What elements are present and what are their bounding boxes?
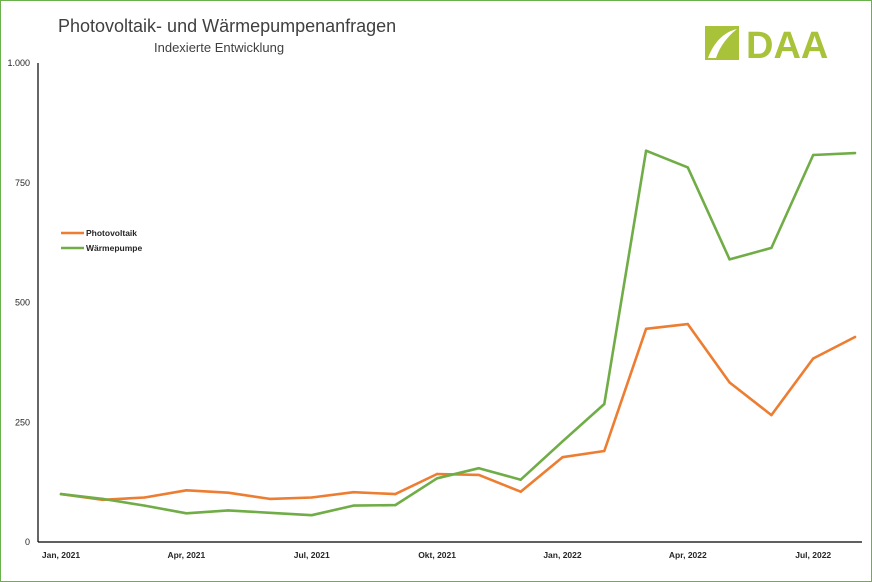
data-point-photovoltaik bbox=[812, 357, 815, 360]
daa-logo: DAA bbox=[705, 25, 828, 66]
data-point-photovoltaik bbox=[853, 335, 857, 339]
x-tick-label: Jul, 2022 bbox=[795, 550, 831, 560]
data-point-w-rmepumpe bbox=[519, 478, 522, 481]
data-point-w-rmepumpe bbox=[728, 258, 731, 261]
data-point-photovoltaik bbox=[728, 381, 731, 384]
data-point-w-rmepumpe bbox=[686, 166, 690, 169]
x-tick-label: Jul, 2021 bbox=[294, 550, 330, 560]
data-point-photovoltaik bbox=[226, 491, 230, 494]
data-point-w-rmepumpe bbox=[268, 511, 272, 514]
data-point-w-rmepumpe bbox=[394, 503, 397, 507]
data-point-photovoltaik bbox=[603, 449, 606, 453]
y-tick-label: 250 bbox=[15, 417, 30, 427]
y-tick-label: 500 bbox=[15, 298, 30, 308]
data-point-photovoltaik bbox=[185, 489, 188, 492]
data-point-photovoltaik bbox=[143, 496, 146, 499]
logo-text: DAA bbox=[746, 25, 828, 66]
chart-axes bbox=[37, 63, 862, 543]
data-point-w-rmepumpe bbox=[101, 497, 104, 501]
data-point-photovoltaik bbox=[561, 456, 564, 459]
x-tick-label: Jan, 2022 bbox=[543, 550, 582, 560]
data-point-photovoltaik bbox=[268, 497, 272, 501]
data-point-photovoltaik bbox=[352, 490, 355, 494]
series-line-w-rmepumpe bbox=[59, 149, 857, 517]
y-axis-ticks: 0 250 500 750 1.000 bbox=[7, 58, 30, 547]
legend: Photovoltaik Wärmepumpe bbox=[61, 228, 142, 253]
x-tick-label: Apr, 2022 bbox=[669, 550, 707, 560]
y-tick-label: 1.000 bbox=[7, 58, 30, 68]
data-point-w-rmepumpe bbox=[226, 509, 230, 512]
data-point-w-rmepumpe bbox=[812, 153, 815, 157]
y-tick-label: 0 bbox=[25, 537, 30, 547]
data-point-w-rmepumpe bbox=[770, 246, 773, 250]
y-tick-label: 750 bbox=[15, 178, 30, 188]
data-point-w-rmepumpe bbox=[352, 504, 355, 507]
data-point-photovoltaik bbox=[519, 490, 522, 493]
legend-label-w-rmepumpe: Wärmepumpe bbox=[86, 243, 142, 253]
data-point-photovoltaik bbox=[394, 492, 397, 496]
x-axis-ticks: Jan, 2021 Apr, 2021 Jul, 2021 Okt, 2021 Jan,… bbox=[42, 550, 832, 560]
data-point-w-rmepumpe bbox=[561, 440, 564, 443]
data-point-photovoltaik bbox=[644, 327, 648, 331]
logo-leaf-icon bbox=[708, 29, 737, 58]
chart-title: Photovoltaik- und Wärmepumpenanfragen bbox=[58, 16, 397, 36]
data-point-w-rmepumpe bbox=[143, 504, 146, 507]
legend-label-photovoltaik: Photovoltaik bbox=[86, 228, 137, 238]
x-tick-label: Okt, 2021 bbox=[418, 550, 456, 560]
data-point-w-rmepumpe bbox=[853, 151, 857, 155]
data-point-photovoltaik bbox=[310, 496, 313, 499]
data-point-photovoltaik bbox=[435, 472, 439, 476]
chart-subtitle: Indexierte Entwicklung bbox=[154, 40, 285, 55]
data-point-photovoltaik bbox=[686, 322, 690, 326]
series-lines bbox=[59, 149, 857, 517]
data-point-w-rmepumpe bbox=[644, 149, 648, 152]
data-point-w-rmepumpe bbox=[310, 513, 313, 517]
x-tick-label: Apr, 2021 bbox=[167, 550, 205, 560]
data-point-w-rmepumpe bbox=[603, 402, 606, 406]
data-point-w-rmepumpe bbox=[185, 512, 188, 515]
data-point-photovoltaik bbox=[770, 413, 773, 417]
data-point-w-rmepumpe bbox=[477, 467, 481, 470]
x-tick-label: Jan, 2021 bbox=[42, 550, 81, 560]
data-point-w-rmepumpe bbox=[59, 492, 63, 496]
data-point-photovoltaik bbox=[477, 473, 481, 477]
data-point-w-rmepumpe bbox=[435, 477, 439, 480]
